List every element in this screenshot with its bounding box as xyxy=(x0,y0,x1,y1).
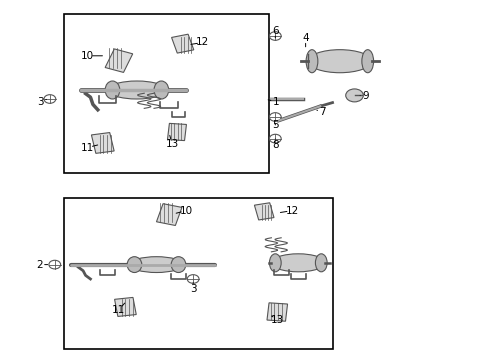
Ellipse shape xyxy=(105,81,120,99)
Bar xyxy=(171,34,193,53)
Bar xyxy=(63,198,332,349)
Text: 11: 11 xyxy=(111,305,125,315)
Text: 2: 2 xyxy=(36,260,42,270)
Circle shape xyxy=(187,275,199,283)
Bar xyxy=(266,303,287,321)
Ellipse shape xyxy=(307,50,371,73)
Text: 7: 7 xyxy=(319,107,325,117)
Text: 3: 3 xyxy=(37,96,44,107)
Circle shape xyxy=(269,113,281,121)
Text: 8: 8 xyxy=(271,140,278,150)
Bar xyxy=(105,49,132,72)
Circle shape xyxy=(49,260,61,269)
Ellipse shape xyxy=(107,81,166,99)
Bar xyxy=(63,14,268,173)
Text: 12: 12 xyxy=(196,37,209,48)
Circle shape xyxy=(44,95,56,103)
Ellipse shape xyxy=(269,254,281,272)
Bar xyxy=(114,297,136,316)
Text: 5: 5 xyxy=(271,120,278,130)
Ellipse shape xyxy=(171,257,185,273)
Bar xyxy=(91,132,114,153)
Text: 13: 13 xyxy=(270,315,284,325)
Text: 10: 10 xyxy=(81,51,93,61)
Text: 12: 12 xyxy=(285,206,299,216)
Bar xyxy=(167,123,186,141)
Ellipse shape xyxy=(345,89,363,102)
Text: 6: 6 xyxy=(271,26,278,36)
Ellipse shape xyxy=(305,50,317,73)
Text: 4: 4 xyxy=(302,33,308,43)
Text: 13: 13 xyxy=(165,139,179,149)
Circle shape xyxy=(269,32,281,40)
Text: 9: 9 xyxy=(362,91,368,101)
Ellipse shape xyxy=(127,257,142,273)
Ellipse shape xyxy=(271,254,325,272)
Bar xyxy=(156,204,182,225)
Text: 10: 10 xyxy=(180,206,193,216)
Bar xyxy=(254,203,273,220)
Ellipse shape xyxy=(154,81,168,99)
Text: 11: 11 xyxy=(80,143,94,153)
Ellipse shape xyxy=(315,254,326,272)
Ellipse shape xyxy=(129,257,183,273)
Text: 1: 1 xyxy=(272,96,279,107)
Ellipse shape xyxy=(361,50,373,73)
Circle shape xyxy=(269,134,281,143)
Text: 3: 3 xyxy=(189,284,196,294)
